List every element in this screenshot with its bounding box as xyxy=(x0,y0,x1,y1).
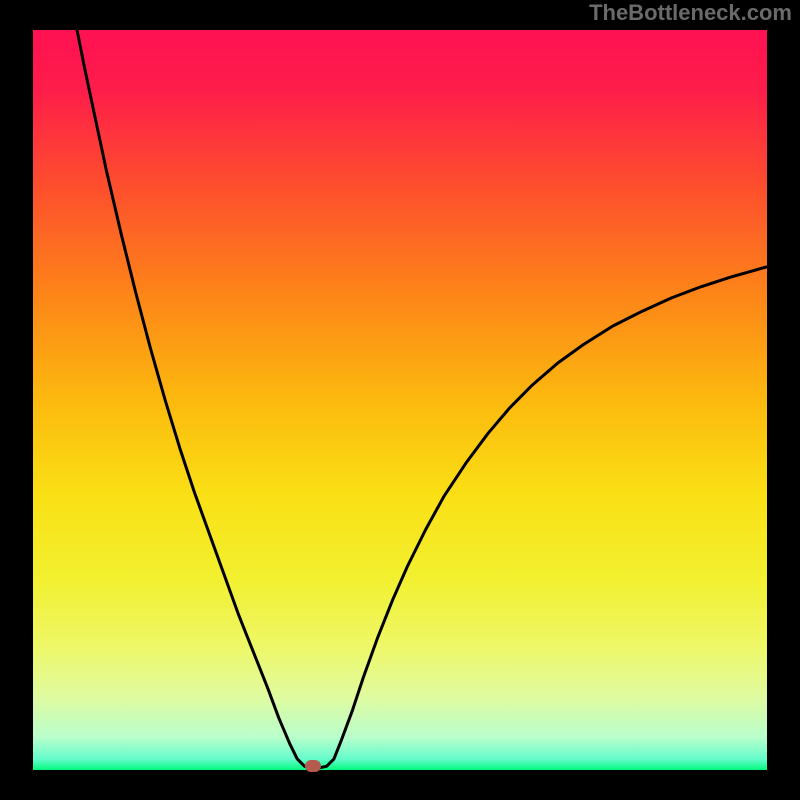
watermark-text: TheBottleneck.com xyxy=(589,0,792,26)
bottleneck-chart xyxy=(33,30,767,770)
optimal-point-marker xyxy=(305,760,321,772)
chart-container: TheBottleneck.com xyxy=(0,0,800,800)
plot-area xyxy=(33,30,767,770)
